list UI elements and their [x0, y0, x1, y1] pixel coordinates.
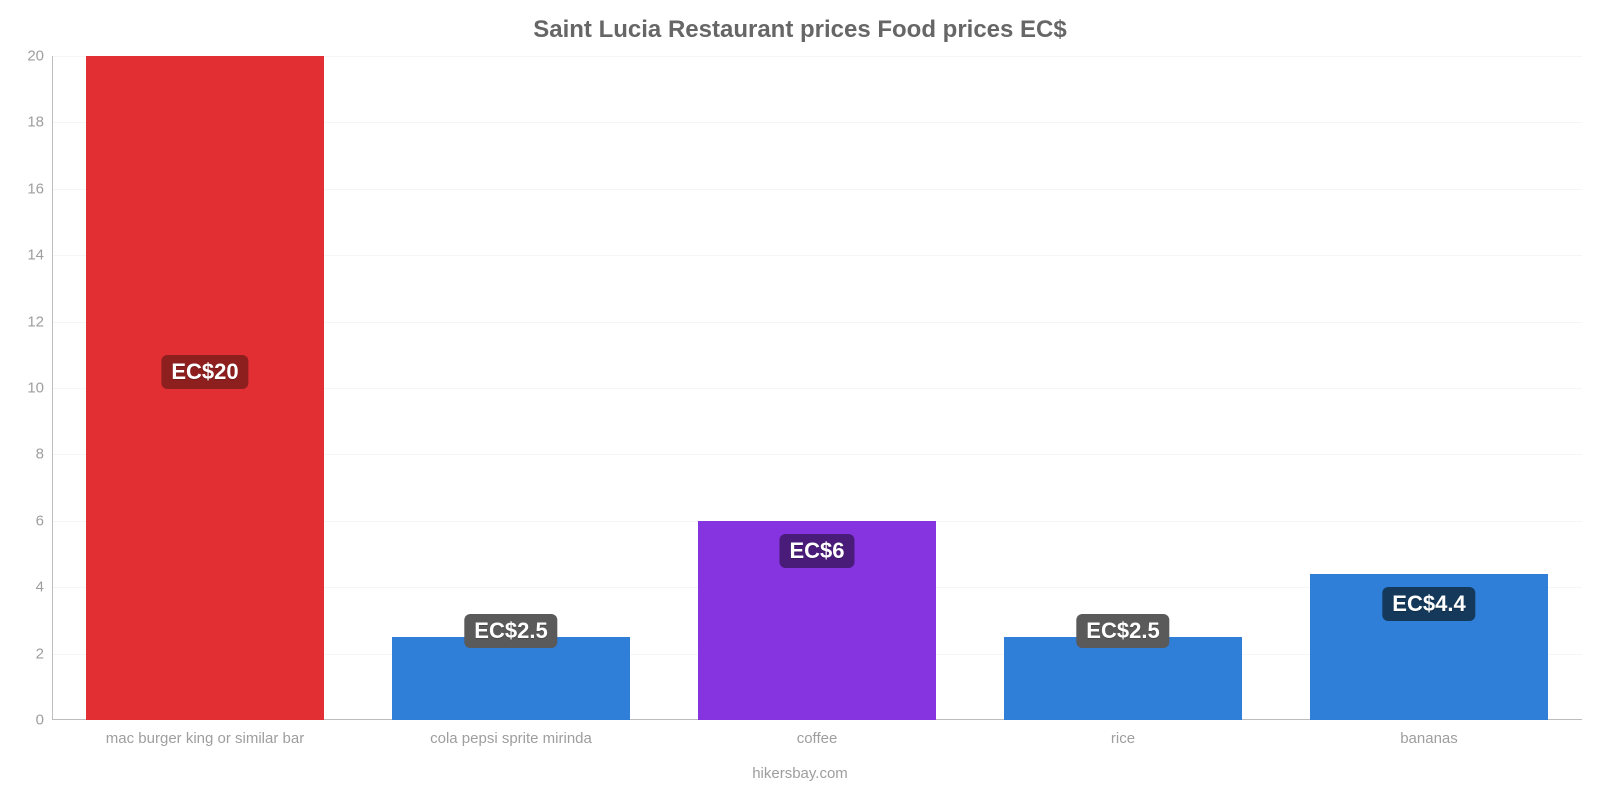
x-tick-label: rice: [1111, 720, 1135, 747]
x-tick-label: cola pepsi sprite mirinda: [430, 720, 592, 747]
bar: [392, 637, 631, 720]
x-tick-label: bananas: [1400, 720, 1458, 747]
attribution: hikersbay.com: [0, 765, 1600, 782]
y-tick-label: 8: [36, 446, 52, 463]
bar: [1004, 637, 1243, 720]
price-chart: Saint Lucia Restaurant prices Food price…: [0, 0, 1600, 800]
y-tick-label: 16: [27, 180, 52, 197]
value-badge: EC$20: [161, 355, 248, 389]
value-badge: EC$6: [779, 534, 854, 568]
value-badge: EC$2.5: [464, 614, 557, 648]
y-tick-label: 20: [27, 48, 52, 65]
x-tick-label: mac burger king or similar bar: [106, 720, 304, 747]
x-tick-label: coffee: [797, 720, 838, 747]
y-tick-label: 18: [27, 114, 52, 131]
chart-title: Saint Lucia Restaurant prices Food price…: [0, 16, 1600, 44]
y-tick-label: 0: [36, 712, 52, 729]
value-badge: EC$4.4: [1382, 587, 1475, 621]
y-tick-label: 10: [27, 380, 52, 397]
y-tick-label: 2: [36, 645, 52, 662]
y-tick-label: 14: [27, 247, 52, 264]
plot-area: 02468101214161820 EC$20mac burger king o…: [52, 56, 1582, 720]
value-badge: EC$2.5: [1076, 614, 1169, 648]
y-tick-label: 12: [27, 313, 52, 330]
y-tick-label: 6: [36, 512, 52, 529]
bars-container: EC$20mac burger king or similar barEC$2.…: [52, 56, 1582, 720]
y-tick-label: 4: [36, 579, 52, 596]
